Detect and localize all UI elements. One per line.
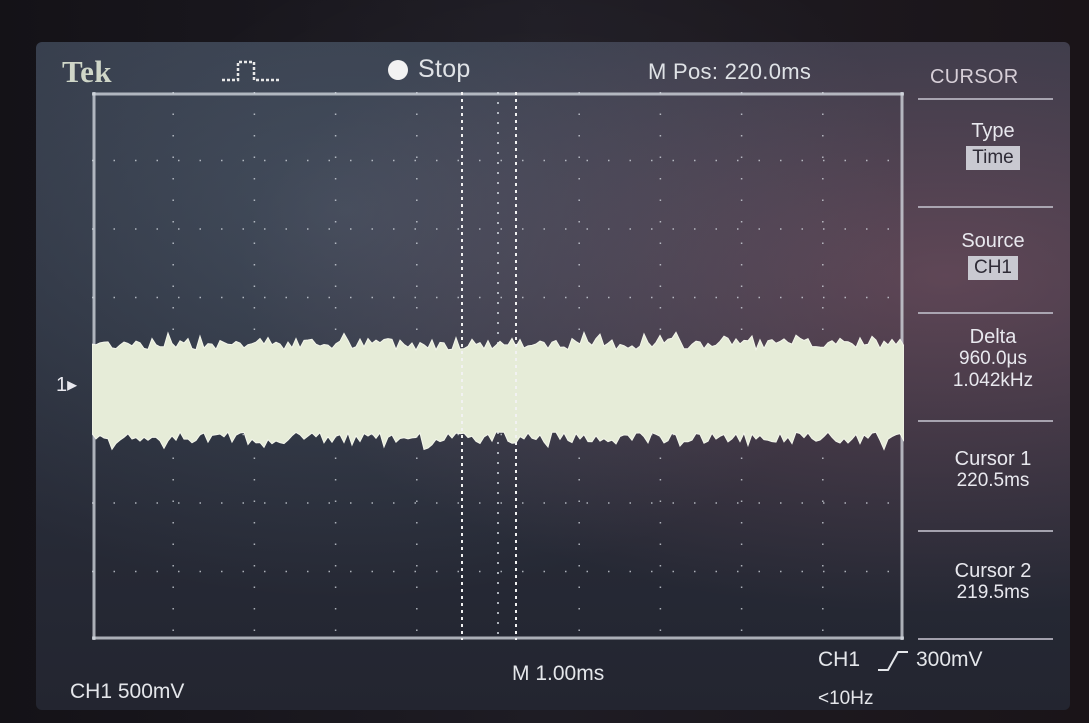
rising-edge-icon: [878, 651, 908, 671]
trigger-source-readout: CH1: [818, 648, 861, 671]
menu-delta-label: Delta: [969, 326, 1017, 348]
menu-cursor1-label: Cursor 1: [954, 448, 1032, 470]
menu-type-button[interactable]: Type Time: [918, 120, 1068, 170]
menu-source-button[interactable]: Source CH1: [918, 230, 1068, 280]
ground-arrow-icon: ▸: [67, 374, 78, 396]
menu-title: CURSOR: [930, 66, 1019, 88]
menu-separator: [918, 420, 1053, 422]
waveform-display: [92, 92, 904, 640]
ch1-waveform-trace: [92, 331, 904, 451]
menu-separator: [918, 206, 1053, 208]
menu-delta-frequency: 1.042kHz: [952, 370, 1034, 391]
menu-source-value: CH1: [967, 256, 1018, 280]
menu-separator: [918, 98, 1053, 100]
menu-separator: [918, 312, 1053, 314]
trigger-status-icon: [222, 60, 280, 82]
run-status-dot: [388, 60, 408, 80]
menu-delta-readout: Delta 960.0μs 1.042kHz: [918, 326, 1068, 392]
ch1-scale-readout: CH1 500mV: [70, 680, 185, 703]
trigger-frequency-readout: <10Hz: [818, 688, 874, 709]
ch1-ground-marker: 1▸: [56, 372, 77, 397]
time-cursors: [461, 92, 517, 640]
menu-separator: [918, 638, 1053, 640]
menu-cursor1-value: 220.5ms: [956, 470, 1030, 491]
menu-cursor2-value: 219.5ms: [956, 582, 1030, 603]
trigger-level-readout: 300mV: [916, 648, 983, 671]
menu-delta-time: 960.0μs: [959, 348, 1027, 369]
time-scale-readout: M 1.00ms: [512, 662, 605, 685]
menu-cursor1-button[interactable]: Cursor 1 220.5ms: [918, 448, 1068, 492]
menu-type-label: Type: [971, 120, 1015, 142]
brand-logo: Tek: [62, 54, 112, 89]
menu-separator: [918, 530, 1053, 532]
ch1-ground-label: 1: [56, 374, 68, 396]
menu-cursor2-button[interactable]: Cursor 2 219.5ms: [918, 560, 1068, 604]
menu-source-label: Source: [961, 230, 1025, 252]
horizontal-position-readout: M Pos: 220.0ms: [648, 59, 812, 84]
menu-type-value: Time: [966, 146, 1020, 170]
run-status: Stop: [418, 55, 471, 83]
menu-cursor2-label: Cursor 2: [954, 560, 1032, 582]
